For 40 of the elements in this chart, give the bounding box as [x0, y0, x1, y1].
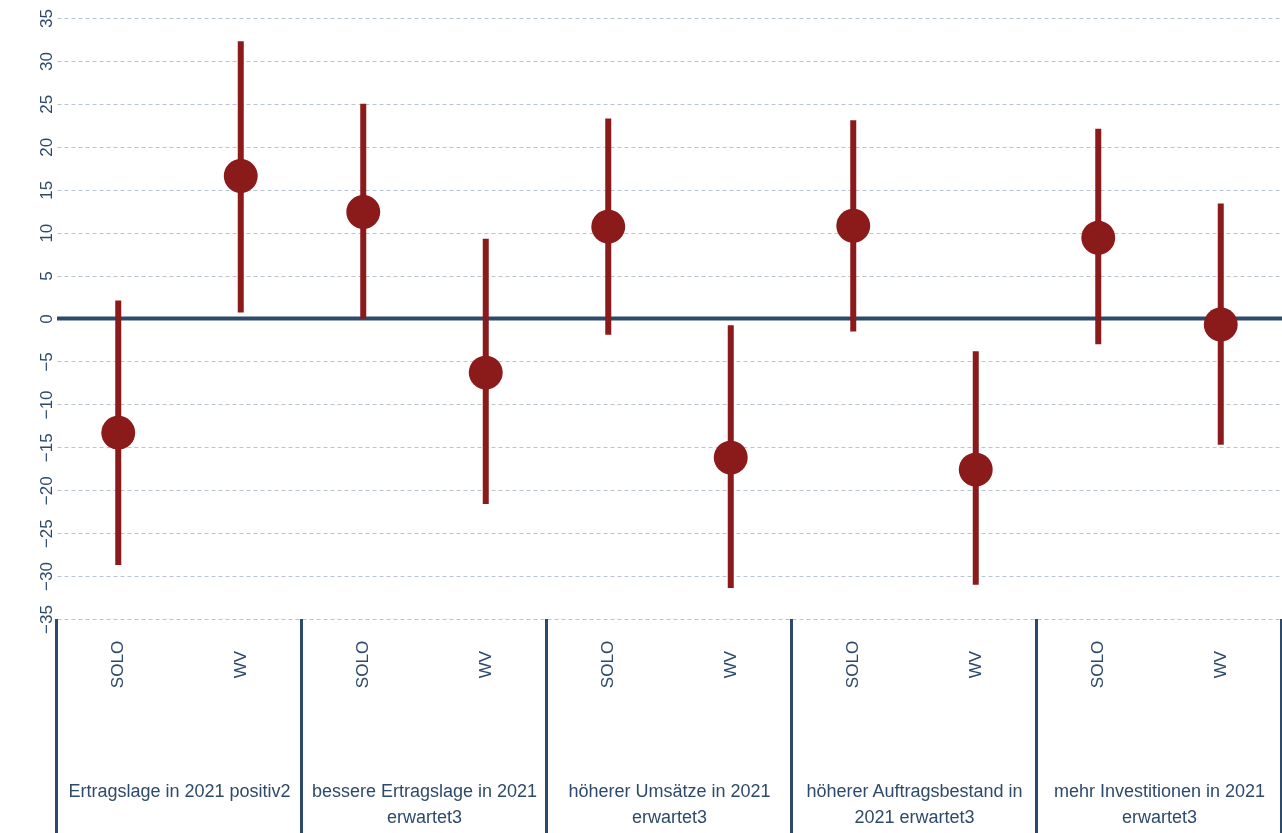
point	[958, 452, 993, 487]
y-tick-label: 25	[36, 94, 56, 114]
text: mehr Investitionen in 2021 erwartet3	[1052, 780, 1267, 829]
y-tick-label: −5	[36, 352, 56, 372]
y-tick-label: −15	[36, 433, 56, 463]
y-tick-label: 30	[36, 51, 56, 71]
y-tick-label: −10	[36, 390, 56, 420]
point	[713, 440, 748, 475]
y-tick-label: 5	[36, 271, 56, 281]
y-tick-label: 0	[36, 314, 56, 324]
point	[346, 195, 381, 229]
point	[223, 159, 258, 193]
y-tick-label: −20	[36, 476, 56, 506]
x-tick-label: WV	[965, 650, 985, 679]
point	[468, 355, 503, 390]
point	[836, 208, 871, 243]
y-tick-label: −30	[36, 562, 56, 591]
text: Ertragslage in 2021 positiv2	[67, 780, 292, 803]
point	[101, 415, 136, 450]
x-tick-label: SOLO	[843, 640, 863, 689]
x-tick-label: WV	[720, 650, 740, 679]
y-tick-label: 10	[36, 223, 56, 243]
x-tick-label: SOLO	[598, 640, 618, 689]
point	[1081, 220, 1116, 255]
x-tick-label: SOLO	[353, 640, 373, 689]
y-tick-label: 35	[36, 9, 56, 28]
x-tick-label: SOLO	[108, 640, 128, 689]
text: bessere Ertragslage in 2021 erwartet3	[310, 780, 539, 829]
x-tick-label: SOLO	[1088, 640, 1108, 689]
y-tick-label: 20	[36, 137, 56, 157]
point	[591, 209, 626, 244]
text: höherer Auftragsbestand in 2021 erwartet3	[805, 780, 1024, 829]
x-tick-label: WV	[475, 650, 495, 679]
y-tick-label: −35	[36, 605, 56, 634]
x-tick-label: WV	[1210, 650, 1230, 679]
text: höherer Umsätze in 2021 erwartet3	[567, 780, 772, 829]
x-tick-label: WV	[230, 650, 250, 679]
y-tick-label: 15	[36, 180, 56, 200]
y-tick-label: −25	[36, 519, 56, 549]
point	[1203, 307, 1238, 342]
